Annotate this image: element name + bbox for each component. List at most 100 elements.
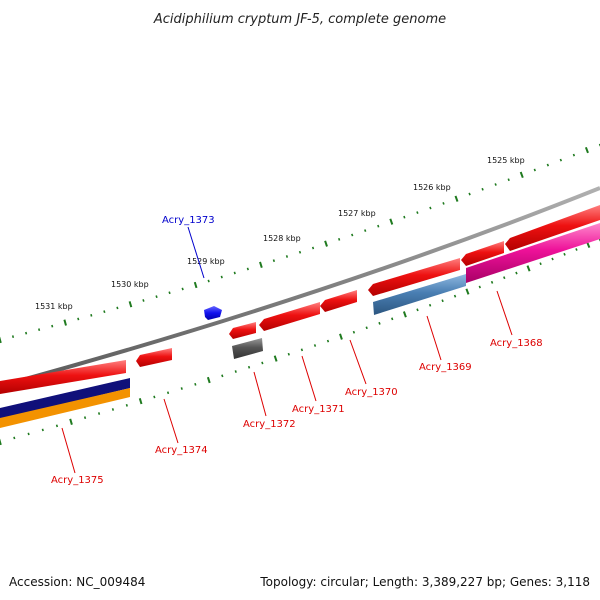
lower-scale-tick bbox=[287, 352, 290, 356]
scale-label-1525: 1525 kbp bbox=[487, 156, 525, 165]
gene-navy[interactable] bbox=[0, 378, 130, 419]
lower-scale-tick bbox=[391, 317, 394, 321]
scale-labels: 1531 kbp 1530 kbp 1529 kbp 1528 kbp 1527… bbox=[35, 156, 525, 311]
upper-scale-tick bbox=[285, 255, 289, 258]
upper-scale-tick bbox=[519, 171, 524, 179]
upper-scale-tick bbox=[442, 202, 445, 205]
genome-backbone bbox=[0, 186, 600, 388]
upper-scale-tick bbox=[38, 328, 41, 332]
label-acry-1369[interactable]: Acry_1369 bbox=[419, 362, 472, 373]
gene-acry-1370[interactable] bbox=[320, 290, 357, 312]
lower-scale-tick bbox=[300, 348, 304, 352]
gene-acry-1369-upper[interactable] bbox=[368, 258, 460, 296]
lower-scale-tick bbox=[453, 294, 457, 298]
upper-scale-tick bbox=[311, 246, 315, 250]
leader-acry-1372 bbox=[253, 371, 267, 417]
upper-scale-tick bbox=[324, 240, 328, 247]
gene-acry-1371[interactable] bbox=[259, 302, 320, 331]
lower-scale-tick bbox=[402, 311, 407, 318]
upper-scale-tick bbox=[116, 306, 119, 310]
lower-scale-tick bbox=[194, 382, 197, 386]
lower-scale-tick bbox=[378, 321, 381, 325]
lower-scale-tick bbox=[515, 271, 518, 275]
gene-acry-1373[interactable] bbox=[204, 306, 222, 320]
gene-acry-1374[interactable] bbox=[136, 348, 172, 367]
lower-scale-tick bbox=[365, 326, 368, 330]
leader-acry-1374 bbox=[163, 398, 179, 444]
upper-scale-tick bbox=[0, 336, 2, 344]
upper-scale-tick bbox=[533, 168, 536, 172]
gene-labels: Acry_1373 Acry_1375 Acry_1374 Acry_1372 … bbox=[51, 215, 543, 486]
upper-scale-tick bbox=[272, 259, 276, 263]
lower-scale-tick bbox=[428, 303, 432, 307]
label-acry-1368[interactable]: Acry_1368 bbox=[490, 338, 543, 349]
lower-scale-tick bbox=[503, 276, 506, 280]
lower-scale-tick bbox=[465, 288, 470, 295]
lower-scale-tick bbox=[206, 376, 211, 384]
lower-scale-tick bbox=[352, 330, 356, 334]
lower-scale-tick bbox=[526, 265, 531, 272]
lower-scale-tick bbox=[326, 339, 330, 343]
lower-scale-tick bbox=[221, 374, 224, 378]
gene-left-red-long[interactable] bbox=[0, 360, 126, 394]
upper-scale-tick bbox=[155, 295, 158, 299]
upper-scale-tick bbox=[377, 224, 380, 228]
upper-scale-tick bbox=[51, 324, 54, 328]
lower-scale-tick bbox=[13, 436, 16, 440]
upper-scale-tick bbox=[193, 281, 198, 289]
lower-scale-tick bbox=[551, 257, 554, 261]
upper-scale-tick bbox=[494, 183, 497, 186]
map-title: Acidiphilium cryptum JF-5, complete geno… bbox=[153, 12, 446, 27]
gene-pink[interactable] bbox=[466, 223, 600, 283]
label-acry-1374[interactable]: Acry_1374 bbox=[155, 445, 208, 456]
gene-acry-1372[interactable] bbox=[229, 322, 256, 339]
lower-scale-tick bbox=[478, 285, 481, 289]
label-acry-1371[interactable]: Acry_1371 bbox=[292, 404, 345, 415]
upper-scale-tick bbox=[351, 233, 354, 237]
gene-acry-1368-upper[interactable] bbox=[461, 241, 504, 266]
gene-grey[interactable] bbox=[232, 338, 263, 359]
accession-text: Accession: NC_009484 bbox=[9, 575, 145, 589]
lower-scale-tick bbox=[0, 438, 2, 446]
upper-scale-tick bbox=[468, 192, 471, 196]
gene-right-red-long[interactable] bbox=[505, 205, 600, 251]
gene-steel-blue[interactable] bbox=[373, 274, 466, 315]
lower-scale-tick bbox=[575, 248, 578, 251]
upper-scale-tick bbox=[584, 146, 589, 154]
lower-scale-tick bbox=[313, 344, 317, 347]
gene-orange[interactable] bbox=[0, 388, 130, 428]
lower-scale-tick bbox=[27, 432, 30, 436]
upper-scale-tick bbox=[220, 275, 223, 279]
lower-scale-tick bbox=[247, 365, 251, 369]
scale-label-1527: 1527 kbp bbox=[338, 209, 376, 218]
upper-scale-tick bbox=[389, 218, 394, 225]
upper-scale-tick bbox=[128, 301, 133, 308]
upper-scale-tick bbox=[454, 195, 459, 202]
lower-scale-tick bbox=[441, 299, 444, 303]
lower-scale-tick bbox=[41, 428, 44, 432]
upper-scale-tick bbox=[298, 250, 302, 254]
upper-scale-tick bbox=[364, 229, 367, 232]
upper-scale-tick bbox=[546, 163, 550, 167]
upper-scale-tick bbox=[90, 313, 93, 317]
scale-ticks bbox=[0, 143, 600, 446]
upper-scale-tick bbox=[11, 335, 15, 338]
upper-scale-tick bbox=[142, 299, 145, 302]
leader-acry-1370 bbox=[349, 339, 367, 385]
lower-scale-tick bbox=[55, 424, 59, 428]
label-acry-1375[interactable]: Acry_1375 bbox=[51, 475, 104, 486]
label-acry-1373[interactable]: Acry_1373 bbox=[162, 215, 215, 226]
lower-scale-tick bbox=[138, 398, 143, 405]
label-acry-1370[interactable]: Acry_1370 bbox=[345, 387, 398, 398]
upper-scale-tick bbox=[63, 319, 67, 326]
upper-scale-tick bbox=[572, 153, 576, 157]
leader-acry-1368 bbox=[496, 290, 513, 336]
lower-scale-tick bbox=[261, 361, 264, 365]
lower-scale-tick bbox=[490, 280, 494, 284]
upper-scale-tick bbox=[338, 237, 341, 241]
upper-scale-tick bbox=[246, 267, 249, 271]
label-acry-1372[interactable]: Acry_1372 bbox=[243, 419, 296, 430]
upper-scale-tick bbox=[507, 178, 510, 182]
lower-scale-tick bbox=[180, 387, 183, 390]
